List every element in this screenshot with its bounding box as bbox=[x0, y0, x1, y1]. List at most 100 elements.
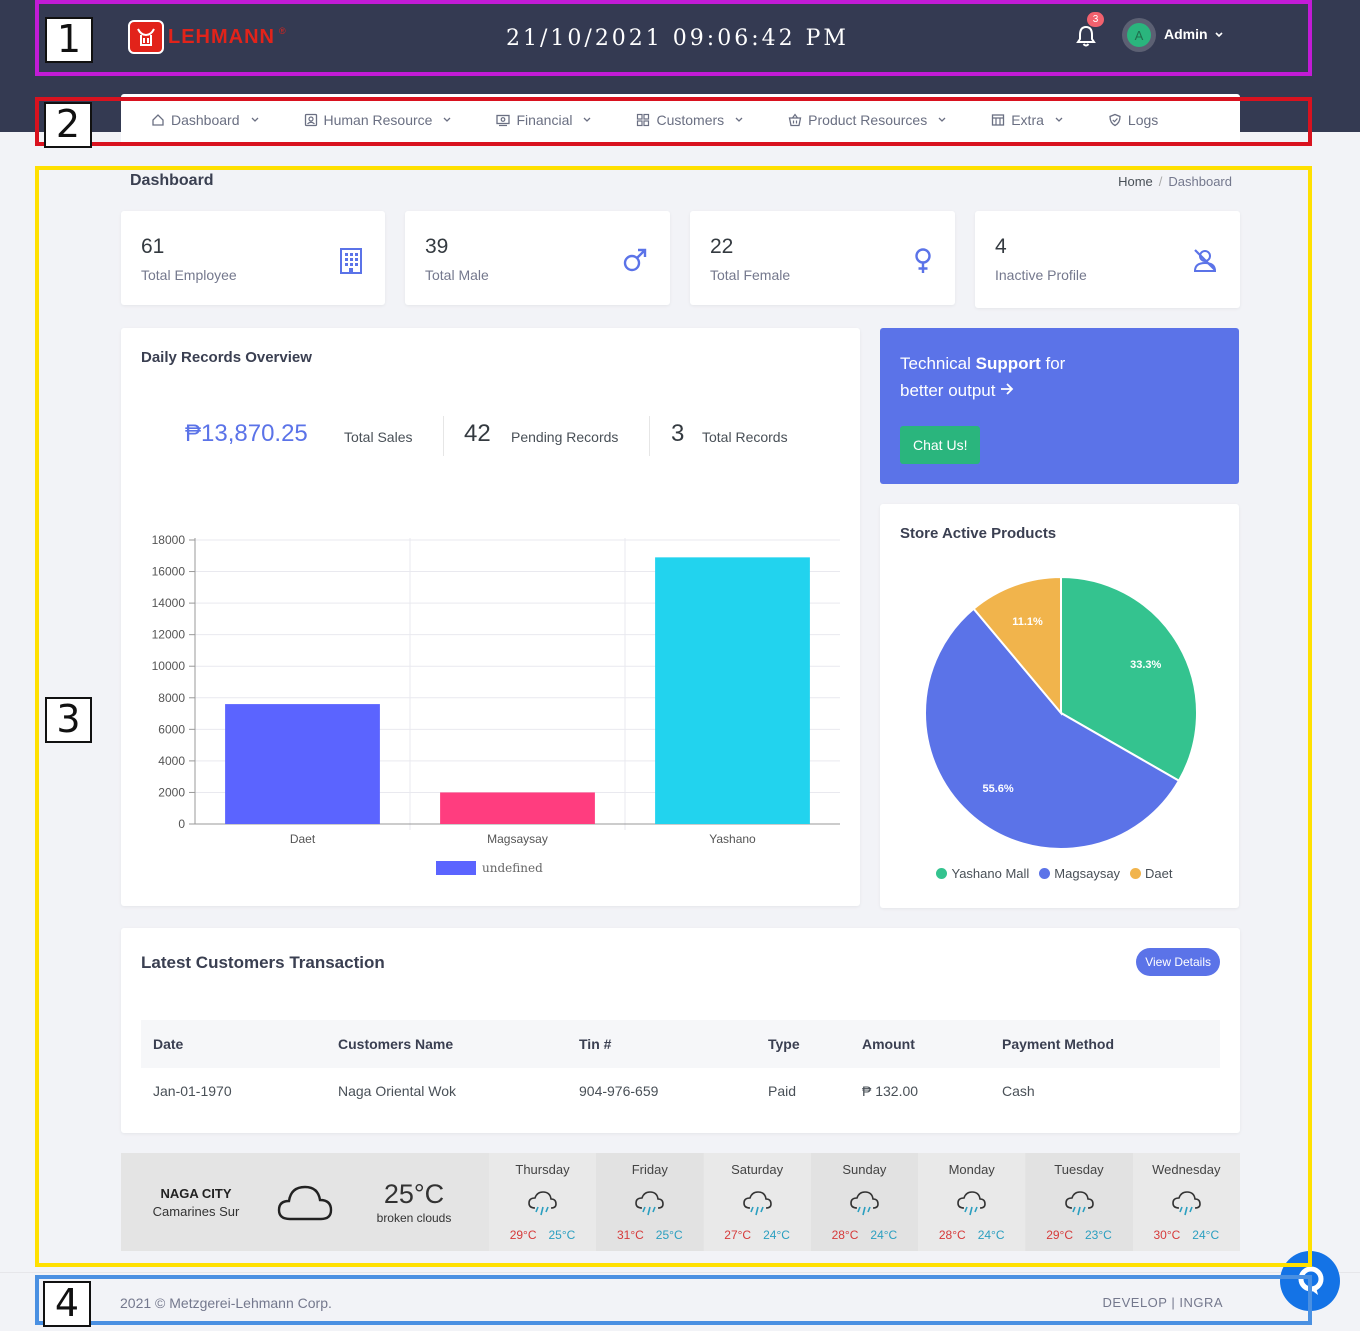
y-tick-label: 8000 bbox=[158, 691, 185, 705]
user-menu[interactable]: Admin bbox=[1164, 26, 1224, 42]
stat-value: 39 bbox=[425, 235, 449, 258]
stat-card-inactive: 4 Inactive Profile bbox=[975, 211, 1240, 308]
nav-item-label: Logs bbox=[1127, 112, 1159, 128]
stat-value: 22 bbox=[710, 235, 734, 258]
breadcrumb-home[interactable]: Home bbox=[1118, 174, 1153, 189]
nav-item-customers[interactable]: Customers bbox=[636, 112, 744, 128]
total-records-value: 3 bbox=[671, 420, 685, 447]
weather-city: NAGA CITY bbox=[160, 1186, 232, 1201]
notification-badge: 3 bbox=[1087, 12, 1104, 27]
column-header: Type bbox=[756, 1020, 850, 1068]
annotation-label-3: 3 bbox=[45, 697, 92, 743]
table-header-row: Date Customers Name Tin # Type Amount Pa… bbox=[141, 1020, 1220, 1068]
pie-slice-magsaysay bbox=[924, 607, 1181, 850]
forecast-day: Friday 31°C 25°C bbox=[596, 1153, 704, 1251]
stat-label: Inactive Profile bbox=[995, 267, 1087, 283]
legend-label: Daet bbox=[1145, 866, 1173, 881]
view-details-button[interactable]: View Details bbox=[1136, 948, 1220, 976]
annotation-box-2 bbox=[35, 97, 1312, 146]
annotation-box-1 bbox=[35, 0, 1312, 76]
footer-copyright: 2021 © Metzgerei-Lehmann Corp. bbox=[120, 1295, 332, 1311]
bar-magsaysay bbox=[440, 792, 595, 824]
table-cell: Cash bbox=[1002, 1083, 1035, 1099]
chat-us-button[interactable]: Chat Us! bbox=[900, 426, 981, 464]
annotation-box-3 bbox=[35, 166, 1312, 1267]
y-tick-label: 16000 bbox=[152, 565, 186, 579]
notification-bell-icon[interactable] bbox=[1075, 24, 1097, 48]
transactions-table: Date Customers Name Tin # Type Amount Pa… bbox=[141, 1020, 1220, 1114]
nav-item-label: Dashboard bbox=[171, 112, 240, 128]
shield-icon bbox=[1109, 113, 1121, 127]
home-icon bbox=[152, 114, 164, 126]
column-header: Tin # bbox=[567, 1020, 756, 1068]
forecast-low: 25°C bbox=[655, 1228, 683, 1242]
column-header: Amount bbox=[850, 1020, 990, 1068]
forecast-low: 25°C bbox=[548, 1228, 576, 1242]
table-cell: Jan-01-1970 bbox=[153, 1083, 232, 1099]
transactions-card: Latest Customers Transaction View Detail… bbox=[121, 928, 1240, 1133]
table-cell: Naga Oriental Wok bbox=[338, 1083, 457, 1099]
legend-dot bbox=[1130, 868, 1142, 879]
legend-dot bbox=[1039, 868, 1051, 879]
footer-credit: DEVELOP | INGRA bbox=[1102, 1295, 1223, 1310]
rain-cloud-icon bbox=[1064, 1191, 1094, 1216]
registered-mark: ® bbox=[279, 26, 286, 36]
chevron-down-icon bbox=[938, 117, 946, 122]
pie-value-label: 33.3% bbox=[1130, 659, 1161, 671]
column-header: Customers Name bbox=[326, 1020, 567, 1068]
pending-records-value: 42 bbox=[464, 420, 491, 447]
chevron-down-icon bbox=[1055, 117, 1063, 122]
support-text: Technical Support for better output bbox=[900, 354, 1066, 400]
table-row[interactable]: Jan-01-1970 Naga Oriental Wok 904-976-65… bbox=[141, 1068, 1220, 1114]
avatar[interactable]: A bbox=[1122, 18, 1156, 52]
nav-item-human-resource[interactable]: Human Resource bbox=[304, 112, 453, 128]
x-tick-label: Daet bbox=[290, 832, 316, 846]
nav-item-label: Financial bbox=[516, 112, 573, 128]
column-header: Date bbox=[141, 1020, 326, 1068]
female-icon bbox=[915, 248, 931, 273]
stat-value: 61 bbox=[141, 235, 165, 258]
stat-label: Total Employee bbox=[141, 267, 237, 283]
forecast-day-name: Tuesday bbox=[1054, 1162, 1104, 1177]
logo[interactable]: LEHMANN ® bbox=[128, 20, 286, 54]
pie-chart: 33.3% 55.6% 11.1% bbox=[924, 575, 1198, 850]
x-tick-label: Yashano bbox=[709, 832, 756, 846]
forecast-day: Wednesday 30°C 24°C bbox=[1132, 1153, 1240, 1251]
pie-slice-yashano-mall bbox=[1060, 575, 1198, 783]
annotation-box-4 bbox=[35, 1275, 1312, 1325]
stat-label: Total Male bbox=[425, 267, 489, 283]
nav-item-logs[interactable]: Logs bbox=[1108, 112, 1158, 128]
rain-cloud-icon bbox=[1171, 1191, 1201, 1216]
logo-text: LEHMANN bbox=[168, 25, 275, 48]
bar-chart: 0 2000 4000 6000 8000 10000 12000 14000 16000 180… bbox=[152, 533, 840, 875]
chevron-down-icon bbox=[584, 117, 591, 122]
table-cell: 904-976-659 bbox=[579, 1083, 659, 1099]
legend-entry[interactable]: Yashano Mall bbox=[936, 866, 1029, 881]
nav-item-financial[interactable]: Financial bbox=[496, 112, 592, 128]
avatar-initial: A bbox=[1127, 23, 1151, 47]
chevron-down-icon bbox=[1215, 32, 1224, 38]
breadcrumb-current: Dashboard bbox=[1168, 174, 1232, 189]
table-icon bbox=[992, 114, 1005, 126]
legend-label: Yashano Mall bbox=[951, 866, 1030, 881]
y-tick-label: 14000 bbox=[152, 596, 186, 610]
main-nav: Dashboard Human Resource Financial Customer… bbox=[121, 94, 1240, 146]
forecast-high: 28°C bbox=[831, 1228, 859, 1242]
bull-logo-icon bbox=[128, 20, 164, 54]
basket-icon bbox=[788, 113, 802, 127]
pie-value-label: 55.6% bbox=[983, 783, 1014, 795]
legend-entry[interactable]: Daet bbox=[1130, 866, 1173, 881]
pie-legend: Yashano Mall Magsaysay Daet bbox=[880, 866, 1239, 881]
total-sales-label: Total Sales bbox=[344, 429, 413, 445]
annotation-label-1: 1 bbox=[45, 17, 93, 63]
forecast-high: 29°C bbox=[1046, 1228, 1073, 1242]
legend-label: Magsaysay bbox=[1054, 866, 1121, 881]
nav-item-label: Extra bbox=[1011, 112, 1044, 128]
annotation-label-2: 2 bbox=[44, 102, 92, 148]
y-tick-label: 2000 bbox=[158, 785, 185, 799]
nav-item-dashboard[interactable]: Dashboard bbox=[151, 112, 260, 128]
nav-item-product-resources[interactable]: Product Resources bbox=[788, 112, 947, 128]
weather-region: Camarines Sur bbox=[152, 1204, 240, 1219]
legend-entry[interactable]: Magsaysay bbox=[1039, 866, 1120, 881]
nav-item-extra[interactable]: Extra bbox=[991, 112, 1064, 128]
